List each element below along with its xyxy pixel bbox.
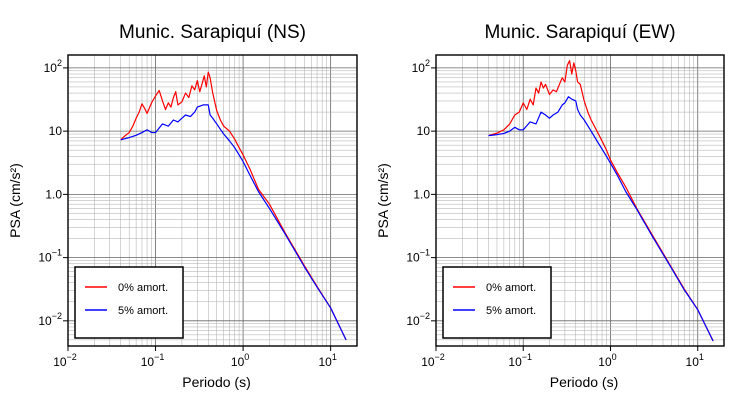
series-line-undamped (120, 71, 347, 341)
legend-box (74, 266, 184, 339)
legend-label: 0% amort. (118, 282, 168, 294)
series-line-damped (488, 96, 714, 342)
x-tick-label: 10−1 (141, 352, 165, 369)
y-tick-label: 10−1 (38, 248, 62, 265)
x-tick-label: 10−2 (421, 352, 445, 369)
legend: 0% amort. 5% amort. (442, 266, 552, 339)
y-tick-label: 10 (417, 124, 431, 138)
legend-label: 5% amort. (486, 305, 536, 317)
chart-panel-ew: Munic. Sarapiquí (EW) 10−2 10−1 100 101 10−2 1… (375, 22, 725, 390)
y-tick-label: 10−2 (38, 311, 62, 328)
x-tick-label: 101 (318, 352, 336, 369)
chart-panel-ns: Munic. Sarapiquí (NS) 10−2 10−1 100 101 10−2 1… (7, 22, 358, 390)
x-tick-label: 10−1 (508, 352, 532, 369)
legend-box (442, 266, 552, 339)
y-tick-label: 1.0 (45, 187, 62, 201)
y-tick-label: 1.0 (413, 187, 430, 201)
plot-frame (67, 54, 358, 347)
x-axis-label: Periodo (s) (182, 374, 250, 390)
chart-title: Munic. Sarapiquí (NS) (119, 22, 306, 43)
legend-label: 5% amort. (118, 305, 168, 317)
y-tick-label: 102 (412, 58, 430, 75)
x-axis-label: Periodo (s) (550, 374, 618, 390)
y-tick-label: 10−2 (406, 311, 430, 328)
series-line-undamped (488, 60, 714, 342)
x-tick-label: 101 (686, 352, 704, 369)
x-tick-label: 10−2 (53, 352, 77, 369)
y-tick-label: 10−1 (406, 248, 430, 265)
legend-label: 0% amort. (486, 282, 536, 294)
grid (67, 55, 358, 347)
y-tick-label: 102 (44, 58, 62, 75)
y-axis-label: PSA (cm/s²) (7, 163, 23, 238)
x-tick-label: 100 (231, 352, 249, 369)
plot-frame (435, 54, 725, 347)
legend: 0% amort. 5% amort. (74, 266, 184, 339)
y-tick-label: 10 (49, 124, 63, 138)
y-axis-label: PSA (cm/s²) (375, 163, 391, 238)
series-line-damped (120, 104, 347, 341)
x-tick-label: 100 (598, 352, 616, 369)
chart-title: Munic. Sarapiquí (EW) (484, 22, 675, 43)
